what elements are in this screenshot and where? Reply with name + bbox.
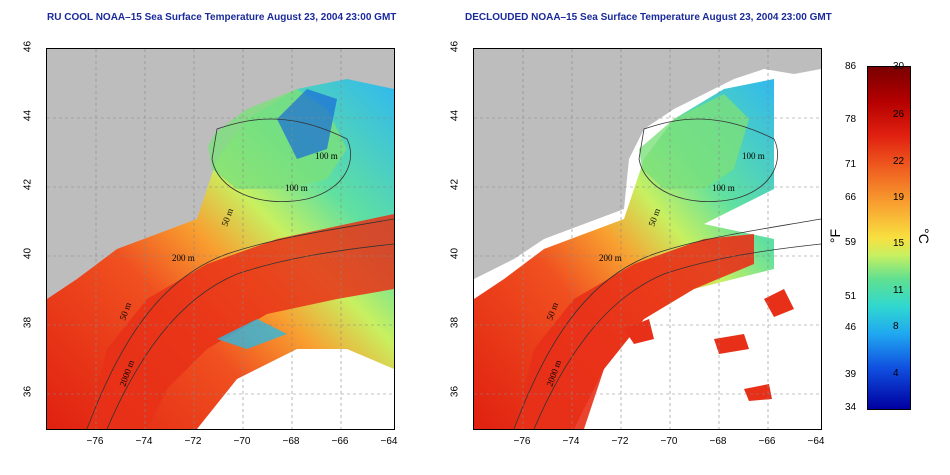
- x-tick-label: −76: [513, 436, 531, 447]
- fahrenheit-tick: 71: [845, 159, 857, 170]
- fahrenheit-tick: 59: [845, 237, 857, 248]
- fahrenheit-tick: 66: [845, 192, 857, 203]
- left-sst-map: 100 m 100 m 50 m 200 m 50 m 2000 m: [46, 48, 395, 430]
- x-tick-label: −68: [709, 436, 727, 447]
- celsius-unit-label: °C: [915, 228, 932, 244]
- y-tick-label: 44: [449, 109, 461, 122]
- x-tick-label: −76: [86, 436, 104, 447]
- y-tick-label: 40: [449, 247, 461, 260]
- contour-label: 200 m: [599, 253, 622, 263]
- celsius-tick: 8: [893, 321, 899, 332]
- left-sst-image: 100 m 100 m 50 m 200 m 50 m 2000 m: [47, 49, 394, 429]
- y-tick-label: 46: [22, 40, 34, 53]
- contour-label: 100 m: [742, 151, 765, 161]
- x-tick-label: −66: [331, 436, 349, 447]
- x-tick-label: −72: [611, 436, 629, 447]
- fahrenheit-tick: 78: [845, 114, 857, 125]
- fahrenheit-tick: 51: [845, 291, 857, 302]
- fahrenheit-tick: 86: [845, 61, 857, 72]
- x-tick-label: −64: [807, 436, 825, 447]
- celsius-tick: 30: [893, 61, 905, 72]
- fahrenheit-tick: 46: [845, 322, 857, 333]
- celsius-tick: 11: [893, 285, 904, 296]
- right-map-title: DECLOUDED NOAA–15 Sea Surface Temperatur…: [465, 12, 832, 23]
- celsius-tick: 22: [893, 156, 905, 167]
- x-tick-label: −72: [184, 436, 202, 447]
- x-tick-label: −74: [135, 436, 153, 447]
- contour-label: 100 m: [712, 183, 735, 193]
- fahrenheit-tick: 34: [845, 402, 857, 413]
- x-tick-label: −70: [660, 436, 678, 447]
- celsius-tick: 26: [893, 109, 905, 120]
- y-tick-label: 36: [22, 385, 34, 398]
- x-tick-label: −74: [562, 436, 580, 447]
- contour-label: 100 m: [285, 183, 308, 193]
- y-tick-label: 38: [22, 316, 34, 329]
- x-tick-label: −68: [282, 436, 300, 447]
- right-sst-map: 100 m 100 m 50 m 200 m 50 m 2000 m: [473, 48, 822, 430]
- x-tick-label: −66: [758, 436, 776, 447]
- x-tick-label: −70: [233, 436, 251, 447]
- y-tick-label: 44: [22, 109, 34, 122]
- celsius-tick: 4: [893, 368, 899, 379]
- y-tick-label: 42: [22, 178, 34, 191]
- celsius-tick: 15: [893, 238, 905, 249]
- y-tick-label: 40: [22, 247, 34, 260]
- y-tick-label: 46: [449, 40, 461, 53]
- y-tick-label: 38: [449, 316, 461, 329]
- x-tick-label: −64: [380, 436, 398, 447]
- contour-label: 200 m: [172, 253, 195, 263]
- contour-label: 100 m: [315, 151, 338, 161]
- y-tick-label: 36: [449, 385, 461, 398]
- right-sst-image: 100 m 100 m 50 m 200 m 50 m 2000 m: [474, 49, 821, 429]
- fahrenheit-unit-label: °F: [827, 228, 844, 244]
- celsius-tick: 19: [893, 192, 905, 203]
- left-map-title: RU COOL NOAA–15 Sea Surface Temperature …: [47, 12, 397, 23]
- y-tick-label: 42: [449, 178, 461, 191]
- temperature-colorbar: [867, 66, 911, 410]
- fahrenheit-tick: 39: [845, 369, 857, 380]
